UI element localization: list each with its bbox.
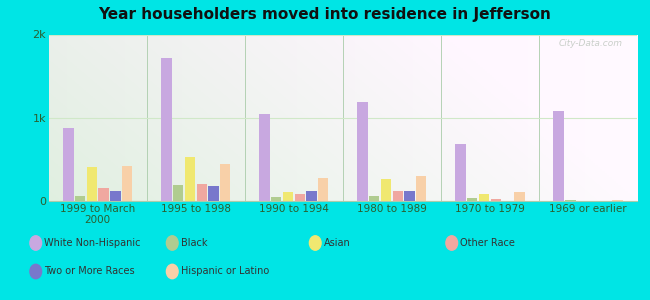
Text: Black: Black — [181, 238, 207, 248]
Bar — [208, 186, 218, 201]
Bar — [393, 191, 403, 201]
Bar — [75, 196, 85, 201]
Bar — [173, 185, 183, 201]
Bar — [456, 144, 465, 201]
Bar — [381, 178, 391, 201]
Bar — [283, 192, 293, 201]
Text: Other Race: Other Race — [460, 238, 515, 248]
Bar — [306, 190, 317, 201]
Bar — [294, 194, 305, 201]
Text: Hispanic or Latino: Hispanic or Latino — [181, 266, 269, 277]
Bar — [318, 178, 328, 201]
Bar — [259, 114, 270, 201]
Bar — [612, 200, 623, 201]
Bar — [358, 102, 368, 201]
Text: Year householders moved into residence in Jefferson: Year householders moved into residence i… — [99, 8, 551, 22]
Bar — [491, 199, 501, 201]
Bar — [369, 196, 380, 201]
Bar — [86, 167, 97, 201]
Bar — [111, 191, 121, 201]
Bar — [271, 197, 281, 201]
Bar — [416, 176, 426, 201]
Text: City-Data.com: City-Data.com — [558, 40, 622, 49]
Bar — [122, 166, 133, 201]
Text: White Non-Hispanic: White Non-Hispanic — [44, 238, 140, 248]
Bar — [467, 198, 478, 201]
Bar — [63, 128, 73, 201]
Bar — [185, 157, 195, 201]
Bar — [404, 191, 415, 201]
Text: Asian: Asian — [324, 238, 350, 248]
Bar — [161, 58, 172, 201]
Bar — [553, 111, 564, 201]
Bar — [479, 194, 489, 201]
Text: Two or More Races: Two or More Races — [44, 266, 135, 277]
Bar — [220, 164, 230, 201]
Bar — [196, 184, 207, 201]
Bar — [99, 188, 109, 201]
Bar — [577, 200, 587, 201]
Bar — [514, 192, 525, 201]
Bar — [565, 200, 575, 201]
